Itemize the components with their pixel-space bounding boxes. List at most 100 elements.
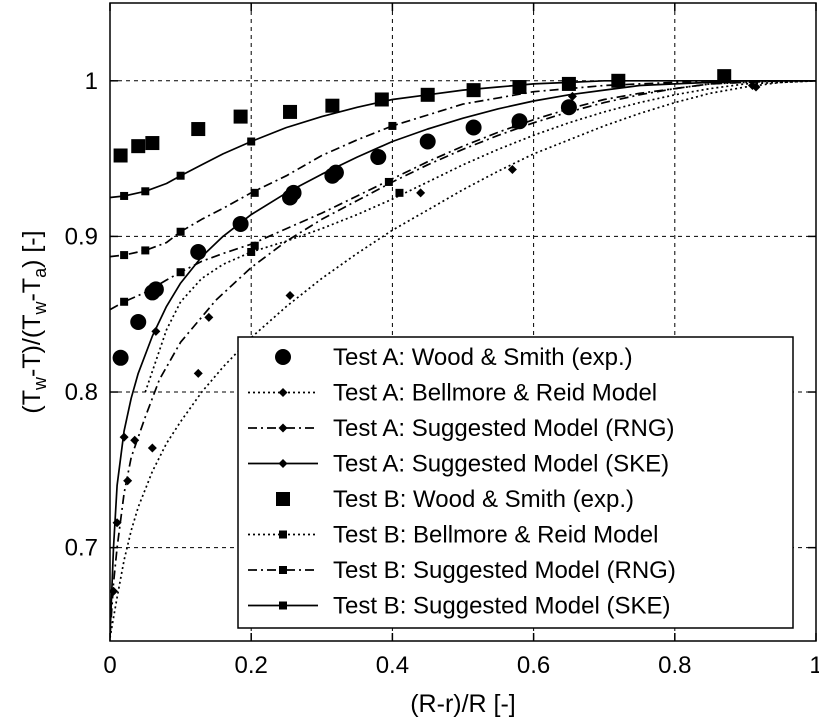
data-point xyxy=(145,136,160,151)
data-point xyxy=(370,149,387,166)
legend-entry: Test A: Bellmore & Reid Model xyxy=(248,380,657,407)
series-marker xyxy=(141,187,150,196)
series-line xyxy=(144,79,816,393)
series-marker xyxy=(204,312,214,322)
x-tick-label: 1 xyxy=(809,652,819,679)
series-marker xyxy=(416,188,426,198)
data-point xyxy=(285,184,302,201)
series-marker xyxy=(176,171,185,180)
data-point xyxy=(466,83,481,98)
series-marker xyxy=(511,120,520,129)
series-marker xyxy=(395,188,404,197)
legend-entry: Test B: Suggested Model (RNG) xyxy=(248,557,676,584)
legend-entry: Test A: Suggested Model (SKE) xyxy=(248,451,669,478)
plot-series xyxy=(110,69,816,639)
data-point xyxy=(131,139,146,154)
series-marker xyxy=(193,368,203,378)
data-point xyxy=(374,92,389,107)
x-tick-label: 0 xyxy=(103,652,116,679)
legend-label: Test A: Suggested Model (SKE) xyxy=(333,451,669,478)
x-tick-label: 0.6 xyxy=(517,652,550,679)
series-8 xyxy=(110,79,816,200)
series-marker xyxy=(120,251,129,260)
y-axis-title: (Tw-T)/(Tw-Ta) [-] xyxy=(18,230,50,413)
legend-marker xyxy=(276,492,290,506)
legend-marker xyxy=(275,349,291,365)
series-marker xyxy=(120,297,129,306)
axis-ticks: 0 0.2 0.4 0.6 0.8 1 0.7 0.8 0.9 1 xyxy=(65,3,819,679)
legend-entry: Test B: Bellmore & Reid Model xyxy=(248,522,658,549)
data-point xyxy=(112,349,129,366)
legend-entry: Test A: Suggested Model (RNG) xyxy=(248,415,674,442)
data-point xyxy=(190,243,207,260)
series-3 xyxy=(110,79,816,637)
series-6 xyxy=(110,79,816,311)
legend-label: Test A: Wood & Smith (exp.) xyxy=(333,344,633,371)
legend-label: Test B: Suggested Model (SKE) xyxy=(333,593,671,620)
series-marker xyxy=(147,443,157,453)
legend-marker xyxy=(278,459,288,468)
legend-marker xyxy=(278,423,288,433)
data-point xyxy=(561,76,576,91)
series-marker xyxy=(130,435,140,445)
legend-marker xyxy=(278,388,288,397)
series-marker xyxy=(331,169,341,179)
data-point xyxy=(283,104,298,119)
legend-marker xyxy=(279,601,287,610)
series-marker xyxy=(176,227,185,236)
data-point xyxy=(512,80,527,95)
series-1 xyxy=(110,79,816,639)
series-line xyxy=(110,79,816,258)
x-tick-label: 0.2 xyxy=(235,652,268,679)
series-marker xyxy=(119,432,129,442)
series-marker xyxy=(247,137,256,146)
x-tick-label: 0.8 xyxy=(658,652,691,679)
legend-label: Test A: Suggested Model (RNG) xyxy=(333,415,674,442)
legend-marker xyxy=(279,566,287,574)
series-marker xyxy=(151,326,161,336)
legend-marker xyxy=(279,530,287,539)
series-4 xyxy=(113,69,732,163)
legend-box xyxy=(237,336,794,629)
legend-entry: Test B: Suggested Model (SKE) xyxy=(248,593,671,620)
legend-entry: Test A: Wood & Smith (exp.) xyxy=(275,344,633,371)
series-marker xyxy=(384,177,393,186)
series-marker xyxy=(250,241,259,250)
series-marker xyxy=(747,80,757,90)
series-line xyxy=(110,79,816,637)
y-tick-label: 0.8 xyxy=(65,379,98,406)
x-tick-label: 0.4 xyxy=(376,652,409,679)
legend-label: Test B: Bellmore & Reid Model xyxy=(333,522,658,549)
data-point xyxy=(233,109,248,124)
legend-entry: Test B: Wood & Smith (exp.) xyxy=(276,486,634,513)
legend-label: Test B: Wood & Smith (exp.) xyxy=(333,486,634,513)
series-marker xyxy=(250,188,259,197)
series-marker xyxy=(247,247,256,256)
y-tick-label: 1 xyxy=(85,68,98,95)
data-point xyxy=(191,122,206,137)
legend-label: Test A: Bellmore & Reid Model xyxy=(333,380,657,407)
y-tick-label: 0.9 xyxy=(65,223,98,250)
data-point xyxy=(113,148,128,163)
series-line xyxy=(110,79,816,637)
x-axis-title: (R-r)/R [-] xyxy=(410,690,516,718)
legend-label: Test B: Suggested Model (RNG) xyxy=(333,557,676,584)
series-marker xyxy=(176,268,185,277)
legend: Test A: Wood & Smith (exp.) Test A: Bellm… xyxy=(237,336,794,629)
series-marker xyxy=(567,91,577,101)
data-point xyxy=(130,314,147,330)
plot-frame xyxy=(109,2,817,642)
y-tick-label: 0.7 xyxy=(65,535,98,562)
data-point xyxy=(465,119,482,136)
series-line xyxy=(110,79,816,639)
data-point xyxy=(419,133,436,150)
series-marker xyxy=(285,291,295,301)
data-point xyxy=(325,98,340,113)
series-5 xyxy=(144,79,816,393)
series-marker xyxy=(141,246,150,255)
series-marker xyxy=(507,165,517,175)
series-marker xyxy=(388,121,397,130)
data-point xyxy=(147,281,164,298)
series-marker xyxy=(120,191,129,200)
